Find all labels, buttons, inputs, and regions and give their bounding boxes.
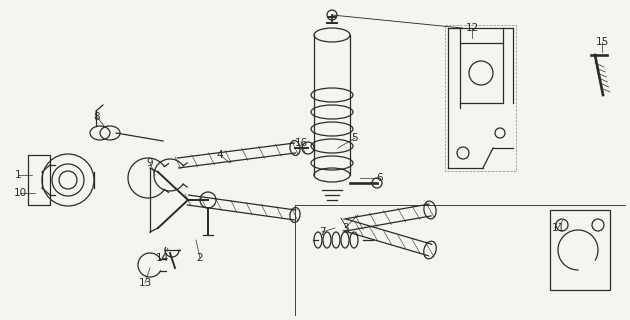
Text: 12: 12 — [466, 23, 479, 33]
Text: 1: 1 — [14, 170, 21, 180]
Text: 7: 7 — [319, 227, 325, 237]
Text: 15: 15 — [595, 37, 609, 47]
Text: 8: 8 — [94, 112, 100, 122]
Text: 5: 5 — [352, 133, 358, 143]
Text: 13: 13 — [139, 278, 152, 288]
Text: 16: 16 — [294, 138, 307, 148]
Text: 11: 11 — [551, 223, 564, 233]
Text: 10: 10 — [13, 188, 26, 198]
Text: 3: 3 — [341, 223, 348, 233]
Text: 6: 6 — [377, 173, 383, 183]
Text: 14: 14 — [156, 253, 169, 263]
Text: 2: 2 — [197, 253, 203, 263]
Text: 4: 4 — [217, 150, 223, 160]
Text: 9: 9 — [147, 158, 153, 168]
